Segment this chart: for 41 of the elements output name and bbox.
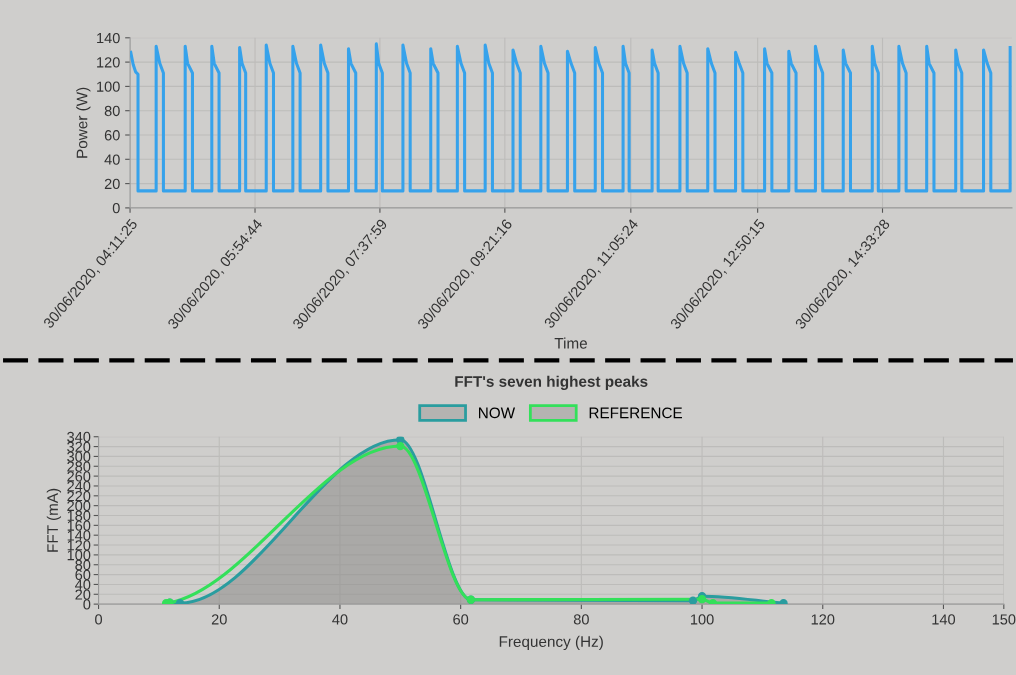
y-tick-label: 240	[67, 481, 91, 492]
y-tick-label: 200	[67, 500, 91, 512]
y-tick-label: 0	[83, 599, 91, 610]
x-tick-label: 120	[811, 614, 835, 625]
y-tick-label: 80	[75, 559, 91, 571]
chart-title: FFT's seven highest peaks	[455, 375, 648, 390]
y-tick-label: 340	[67, 431, 91, 443]
y-tick-label: 100	[97, 81, 120, 92]
y-tick-label: 80	[104, 105, 120, 117]
y-tick-label: 120	[97, 57, 120, 68]
y-tick-label: 320	[67, 441, 91, 452]
x-tick-label: 20	[211, 614, 227, 625]
y-tick-label: 140	[67, 530, 91, 541]
y-tick-label: 140	[97, 32, 120, 44]
y-tick-label: 120	[67, 540, 91, 551]
y-tick-label: 20	[104, 178, 120, 190]
legend-label: NOW	[479, 407, 516, 419]
x-tick-label: 80	[573, 614, 589, 625]
y-tick-label: 20	[75, 589, 91, 600]
legend-label: REFERENCE	[589, 407, 682, 419]
y-tick-label: 0	[112, 203, 120, 214]
y-tick-label: 40	[75, 579, 91, 590]
y-tick-label: 160	[67, 520, 91, 531]
y-tick-label: 60	[75, 569, 91, 581]
y-tick-label: 260	[67, 471, 91, 482]
y-tick-label: 60	[104, 130, 120, 141]
x-axis-title: Time	[554, 337, 587, 349]
x-tick-label: 150	[992, 614, 1016, 625]
x-tick-label: 40	[332, 614, 348, 625]
y-axis-title: Power (W)	[76, 87, 91, 158]
x-tick-label: 100	[691, 614, 714, 625]
y-axis-title: FFT (mA)	[46, 488, 62, 552]
y-tick-label: 40	[104, 154, 120, 165]
y-tick-label: 100	[67, 549, 91, 561]
y-tick-label: 180	[67, 510, 91, 521]
x-tick-label: 140	[932, 614, 956, 625]
y-tick-label: 300	[67, 451, 91, 462]
y-tick-label: 220	[67, 490, 91, 502]
x-axis-title: Frequency (Hz)	[499, 635, 603, 651]
y-tick-label: 280	[67, 461, 91, 472]
x-tick-label: 60	[453, 614, 469, 625]
